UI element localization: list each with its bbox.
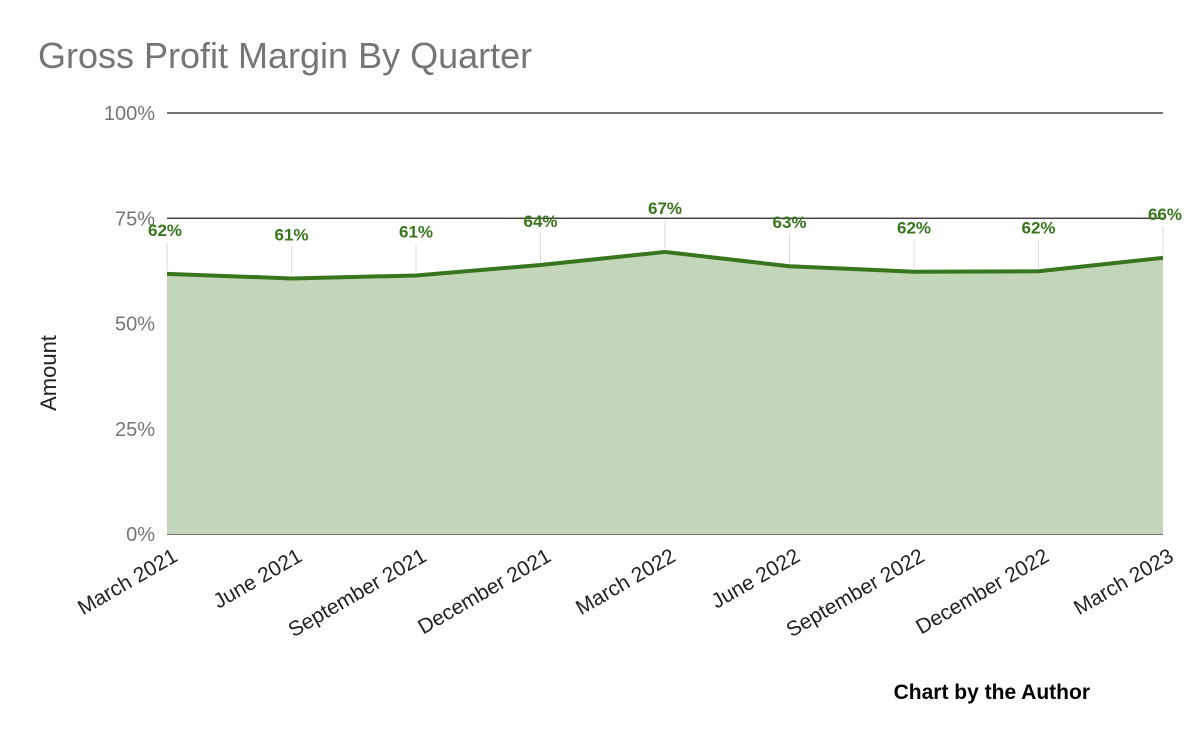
- series-line: [166, 249, 1164, 281]
- x-tick-label: March 2021: [74, 544, 182, 619]
- y-tick-label: 50%: [115, 314, 155, 336]
- y-tick-label: 0%: [126, 524, 155, 546]
- data-labels: 62% 61% 61% 64% 67% 63% 62% 62% 66%: [148, 199, 1182, 245]
- data-label: 67%: [648, 199, 682, 218]
- x-tick-label: March 2022: [572, 544, 680, 619]
- y-axis-ticks: 0% 25% 50% 75% 100%: [104, 103, 155, 546]
- data-label: 63%: [772, 213, 806, 232]
- y-axis-label: Amount: [36, 335, 61, 411]
- data-label: 64%: [523, 212, 557, 231]
- data-label: 61%: [399, 223, 433, 242]
- x-tick-label: September 2022: [783, 544, 929, 642]
- chart-credit: Chart by the Author: [894, 681, 1090, 704]
- x-tick-label: March 2023: [1070, 544, 1178, 619]
- x-tick-label: June 2021: [210, 544, 306, 613]
- y-tick-label: 75%: [115, 208, 155, 230]
- x-tick-label: September 2021: [285, 544, 431, 642]
- data-label: 62%: [1021, 218, 1055, 237]
- chart-title: Gross Profit Margin By Quarter: [38, 35, 532, 76]
- data-label: 66%: [1148, 205, 1182, 224]
- data-label: 62%: [897, 219, 931, 238]
- area-series: [166, 249, 1164, 534]
- x-tick-label: December 2021: [414, 544, 555, 639]
- y-tick-label: 100%: [104, 103, 155, 125]
- y-tick-label: 25%: [115, 419, 155, 441]
- x-tick-label: June 2022: [708, 544, 804, 613]
- data-label: 62%: [148, 221, 182, 240]
- area-fill: [167, 251, 1163, 534]
- label-leaders: [166, 219, 1164, 276]
- x-tick-label: December 2022: [912, 544, 1053, 639]
- data-label: 61%: [274, 225, 308, 244]
